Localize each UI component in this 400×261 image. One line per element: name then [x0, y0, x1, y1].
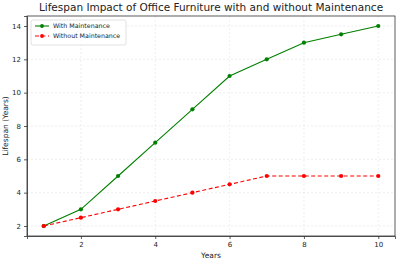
grid-line-x — [229, 16, 230, 236]
grid-line-y — [27, 226, 395, 227]
series-marker — [79, 216, 83, 220]
series-marker — [302, 174, 306, 178]
series-marker — [227, 182, 231, 186]
series-marker — [376, 174, 380, 178]
x-tick-label: 6 — [228, 241, 233, 249]
y-tick-mark — [24, 226, 27, 227]
x-tick-label: 2 — [79, 241, 83, 249]
y-tick: 6 — [17, 156, 27, 164]
grid-line-y — [27, 192, 395, 193]
series-marker — [339, 32, 343, 36]
legend: With Maintenance Without Maintenance — [31, 20, 126, 45]
x-tick-label: 10 — [374, 241, 383, 249]
marks — [42, 24, 381, 228]
series-marker — [265, 57, 269, 61]
x-tick-label: 4 — [154, 241, 159, 249]
y-tick-label: 8 — [17, 123, 21, 131]
legend-label: Without Maintenance — [53, 32, 120, 39]
y-tick-label: 4 — [17, 189, 22, 197]
y-tick-label: 2 — [17, 223, 21, 231]
x-tick-mark — [304, 236, 305, 239]
x-axis-line — [28, 237, 396, 240]
y-tick: 14 — [12, 23, 27, 31]
plot-area: 2 4 6 8 10 2 4 6 8 10 12 14 With Maintenance Without … — [12, 16, 395, 249]
grid-line-y — [27, 126, 395, 127]
y-axis: 2 4 6 8 10 12 14 — [12, 17, 27, 237]
y-tick: 4 — [17, 189, 27, 197]
series-marker — [190, 191, 194, 195]
x-axis-title: Years — [200, 251, 221, 260]
x-tick: 10 — [374, 236, 383, 249]
x-tick-mark — [378, 236, 379, 239]
x-tick-mark — [230, 236, 231, 239]
y-tick-mark — [24, 59, 27, 60]
y-tick-mark — [24, 193, 27, 194]
grid-line-y — [27, 59, 395, 60]
x-tick: 8 — [302, 236, 306, 249]
y-tick-label: 10 — [12, 89, 21, 97]
title: Lifespan Impact of Office Furniture with… — [39, 1, 383, 13]
legend-label: With Maintenance — [53, 22, 110, 29]
x-tick-mark — [155, 236, 156, 239]
series-marker — [42, 224, 46, 228]
grid-line-y — [27, 159, 395, 160]
series-marker — [265, 174, 269, 178]
series-marker — [42, 224, 46, 228]
y-tick: 2 — [17, 223, 27, 231]
series-line — [44, 176, 379, 226]
x-tick-label: 8 — [302, 241, 306, 249]
grid — [27, 16, 395, 236]
y-tick-mark — [24, 26, 27, 27]
y-tick-label: 12 — [12, 56, 21, 64]
legend-box — [31, 20, 126, 45]
series-marker — [227, 74, 231, 78]
x-tick: 4 — [154, 236, 159, 249]
series-marker — [116, 207, 120, 211]
series-marker — [153, 141, 157, 145]
y-tick-mark — [24, 159, 27, 160]
series-marker — [153, 199, 157, 203]
series-marker — [302, 41, 306, 45]
plot-frame — [27, 16, 395, 236]
legend-marker — [40, 24, 44, 28]
y-tick-mark — [24, 126, 27, 127]
y-tick: 10 — [12, 89, 27, 97]
x-tick: 2 — [79, 236, 83, 249]
series-marker — [190, 107, 194, 111]
y-axis-title: Lifespan (Years) — [1, 96, 10, 156]
x-tick-mark — [81, 236, 82, 239]
x-axis: 2 4 6 8 10 — [28, 236, 396, 249]
y-tick: 12 — [12, 56, 27, 64]
y-tick-mark — [24, 93, 27, 94]
series-marker — [339, 174, 343, 178]
y-tick-label: 14 — [12, 23, 21, 31]
grid-line-x — [378, 16, 379, 236]
series-marker — [376, 24, 380, 28]
y-tick-label: 6 — [17, 156, 22, 164]
y-tick: 8 — [17, 123, 27, 131]
series-line — [44, 26, 379, 226]
legend-marker — [40, 34, 44, 38]
chart: 2 4 6 8 10 2 4 6 8 10 12 14 With Maintenance Without … — [0, 0, 400, 261]
series-marker — [116, 174, 120, 178]
series-marker — [79, 207, 83, 211]
x-tick: 6 — [228, 236, 233, 249]
